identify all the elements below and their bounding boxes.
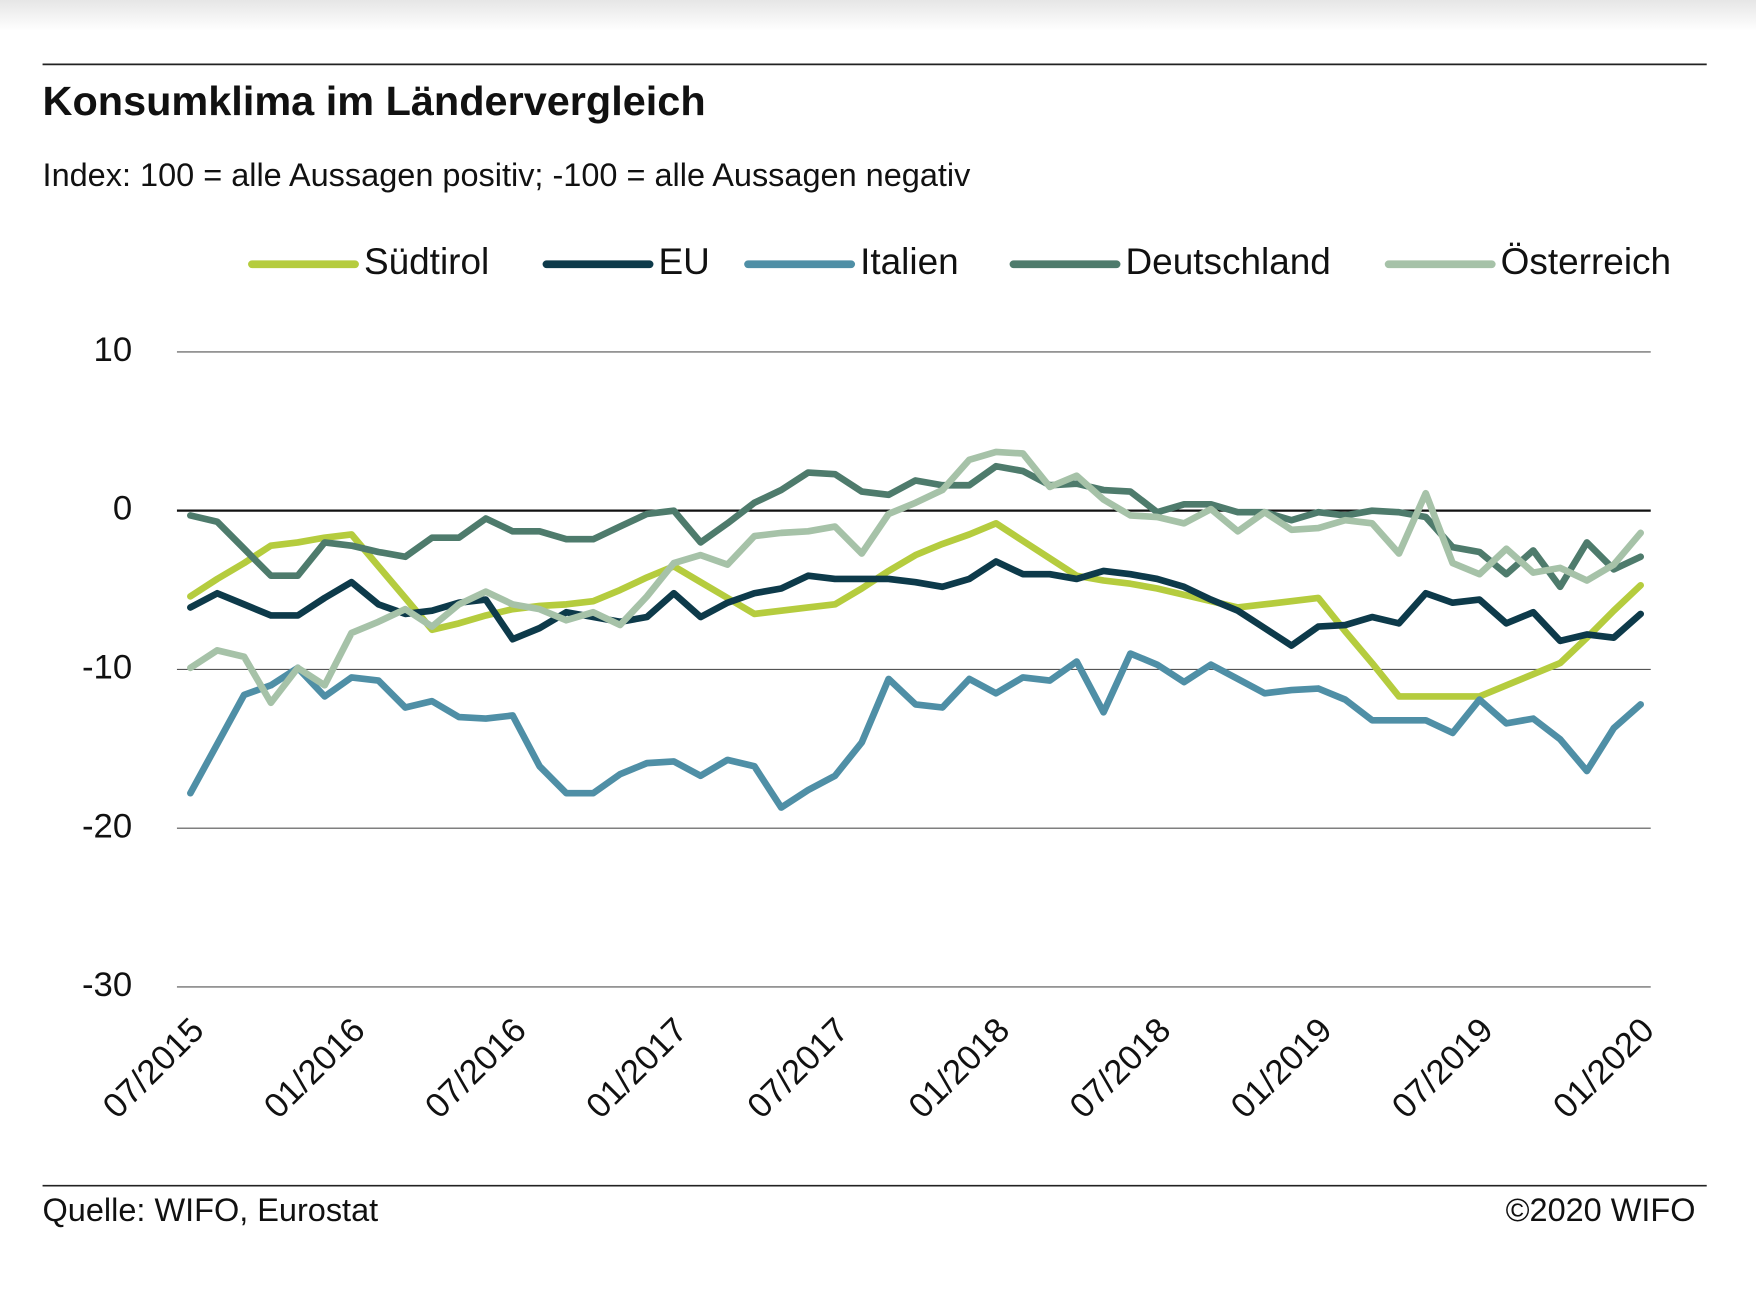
source: Quelle: WIFO, Eurostat [43, 1192, 379, 1228]
copyright: ©2020 WIFO [1506, 1192, 1696, 1228]
top-band [0, 0, 1756, 32]
x-tick-label: 01/2020 [1546, 1011, 1662, 1126]
y-tick-label: -30 [82, 966, 132, 1004]
x-tick-label: 01/2018 [902, 1011, 1018, 1126]
series-line [187, 558, 1645, 649]
chart-subtitle: Index: 100 = alle Aussagen positiv; -100… [43, 157, 972, 193]
x-tick-label: 07/2019 [1385, 1011, 1501, 1126]
series-line [187, 448, 1645, 707]
y-tick-label: -10 [82, 649, 132, 687]
legend-label: Südtirol [364, 241, 489, 282]
x-tick-label: 01/2017 [579, 1011, 695, 1126]
legend-label: Deutschland [1125, 241, 1330, 282]
legend-label: Österreich [1501, 241, 1671, 282]
x-tick-label: 07/2018 [1063, 1011, 1179, 1126]
series-line [187, 462, 1645, 591]
x-tick-label: 01/2016 [257, 1011, 373, 1126]
legend-label: EU [659, 241, 710, 282]
x-tick-label: 07/2015 [96, 1011, 212, 1126]
x-tick-label: 01/2019 [1224, 1011, 1340, 1126]
series-line [187, 650, 1645, 811]
y-tick-label: 0 [113, 490, 132, 528]
chart-title: Konsumklima im Ländervergleich [43, 78, 706, 124]
y-tick-label: -20 [82, 807, 132, 845]
x-tick-label: 07/2017 [740, 1011, 856, 1126]
x-tick-label: 07/2016 [418, 1011, 534, 1126]
y-tick-label: 10 [94, 331, 133, 369]
legend-label: Italien [860, 241, 959, 282]
